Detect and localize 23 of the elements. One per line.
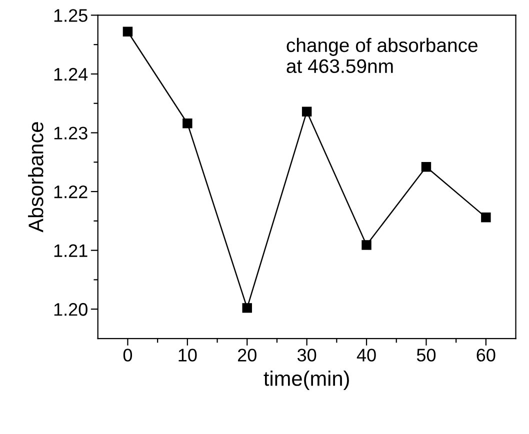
x-tick-label: 60 [476, 348, 496, 362]
y-tick-label: 1.24 [54, 68, 88, 81]
annotation: change of absorbance at 463.59nm [286, 38, 478, 74]
point [421, 162, 432, 172]
point [362, 240, 372, 250]
y-tick-label: 1.21 [54, 244, 88, 257]
y-tick-label: 1.23 [54, 126, 88, 140]
x-tick-label: 0 [123, 348, 132, 362]
x-tick-label: 20 [238, 348, 256, 362]
x-tick-label: 40 [356, 348, 376, 362]
point [302, 106, 312, 116]
y-tick-label: 1.20 [54, 303, 88, 316]
point [182, 118, 192, 128]
x-tick-label: 30 [297, 348, 316, 362]
y-tick-label: 1.25 [54, 9, 88, 22]
y-tick-label: 1.22 [54, 185, 88, 198]
point [481, 212, 491, 222]
point [242, 303, 252, 313]
x-tick-label: 50 [416, 348, 436, 362]
y-axis-title: Absorbance [28, 122, 44, 232]
point [122, 26, 133, 37]
x-tick-label: 10 [178, 348, 197, 362]
x-axis-title: time(min) [264, 370, 349, 390]
